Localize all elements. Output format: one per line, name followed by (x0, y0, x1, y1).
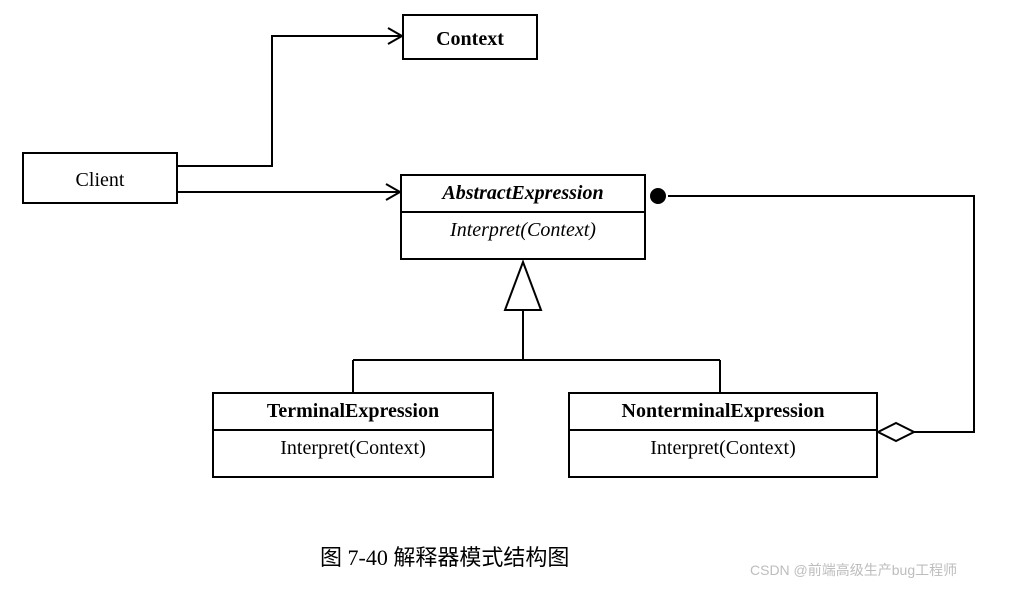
node-terminal-expression: TerminalExpression Interpret(Context) (212, 392, 494, 478)
node-terminal-method: Interpret(Context) (214, 429, 492, 466)
node-abstract-method: Interpret(Context) (402, 211, 644, 248)
node-terminal-title: TerminalExpression (214, 394, 492, 429)
generalization-triangle (505, 262, 541, 310)
node-context: Context (402, 14, 538, 60)
node-nonterminal-title: NonterminalExpression (570, 394, 876, 429)
node-context-label: Context (404, 16, 536, 62)
arrowhead-client-context (388, 28, 402, 44)
node-client-label: Client (24, 154, 176, 206)
node-client: Client (22, 152, 178, 204)
arrowhead-client-abstract (386, 184, 400, 200)
node-abstract-title: AbstractExpression (402, 176, 644, 211)
figure-caption: 图 7-40 解释器模式结构图 (320, 540, 569, 572)
node-nonterminal-expression: NonterminalExpression Interpret(Context) (568, 392, 878, 478)
node-abstract-expression: AbstractExpression Interpret(Context) (400, 174, 646, 260)
edges-layer (0, 0, 1024, 594)
aggregation-end-dot (651, 189, 665, 203)
aggregation-diamond (878, 423, 914, 441)
node-nonterminal-method: Interpret(Context) (570, 429, 876, 466)
edge-client-context (178, 36, 400, 166)
watermark: CSDN @前端高级生产bug工程师 (750, 560, 957, 580)
diagram-canvas: Client Context AbstractExpression Interp… (0, 0, 1024, 594)
